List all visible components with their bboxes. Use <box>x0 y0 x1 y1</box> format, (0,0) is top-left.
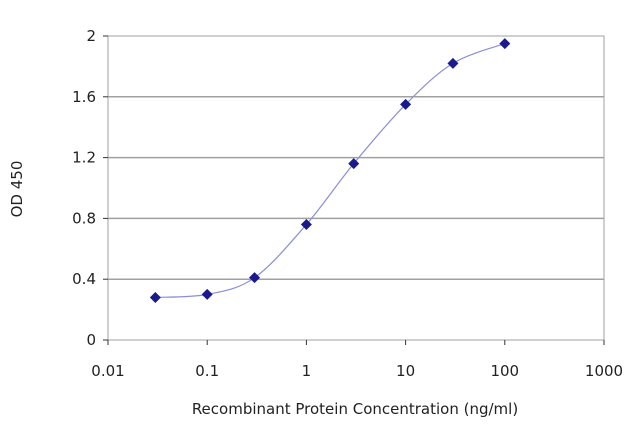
y-tick-labels: 0 0.4 0.8 1.2 1.6 2 <box>72 27 96 349</box>
y-axis-label: OD 450 <box>8 161 26 218</box>
x-tick-label: 1000 <box>585 362 623 380</box>
axis-ticks <box>103 35 605 345</box>
x-tick-label: 0.01 <box>91 362 124 380</box>
y-tick-label: 0 <box>86 331 96 349</box>
data-point <box>400 98 412 110</box>
y-tick-label: 0.8 <box>72 209 96 227</box>
data-point <box>499 38 511 50</box>
plot-frame <box>107 35 605 341</box>
x-tick-labels: 0.01 0.1 1 10 100 1000 <box>91 362 623 380</box>
data-point <box>447 57 459 69</box>
data-point <box>149 291 161 303</box>
series-line <box>155 43 506 299</box>
data-point <box>201 288 213 300</box>
data-point <box>249 272 261 284</box>
data-points <box>149 38 511 303</box>
data-point <box>348 158 360 170</box>
y-tick-label: 0.4 <box>72 270 96 288</box>
data-point <box>300 218 312 230</box>
x-tick-label: 1 <box>302 362 312 380</box>
x-tick-label: 10 <box>396 362 415 380</box>
x-tick-label: 100 <box>490 362 519 380</box>
y-tick-label: 2 <box>86 27 96 45</box>
x-tick-label: 0.1 <box>195 362 219 380</box>
x-axis-label: Recombinant Protein Concentration (ng/ml… <box>192 400 518 418</box>
grid-lines <box>108 96 604 280</box>
y-tick-label: 1.2 <box>72 149 96 167</box>
y-tick-label: 1.6 <box>72 88 96 106</box>
